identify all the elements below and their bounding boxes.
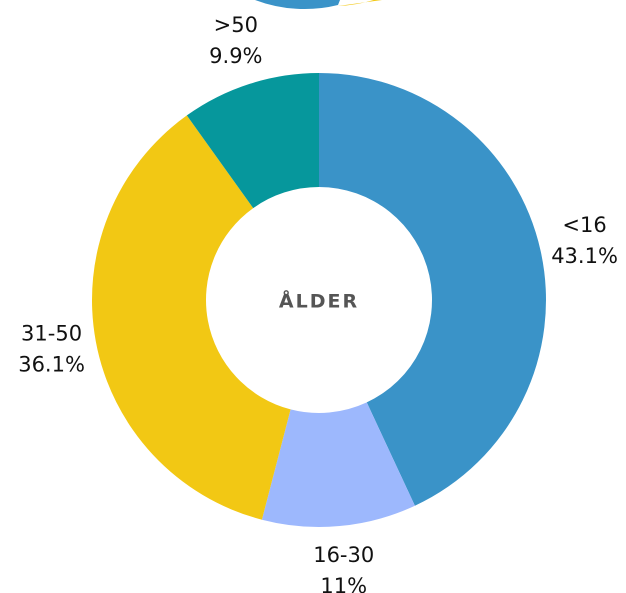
center-label: ÅLDER	[279, 289, 359, 313]
partial-chart-above	[255, 0, 340, 10]
segment-value-label: 36.1%	[18, 353, 85, 377]
partial-chart-above	[338, 0, 382, 6]
donut-segment	[186, 73, 319, 209]
segment-value-label: 9.9%	[209, 44, 262, 68]
segment-label: >50	[214, 13, 258, 37]
segment-value-label: 11%	[320, 574, 367, 593]
donut-segment	[261, 402, 415, 527]
segment-label: 31-50	[21, 322, 82, 346]
segment-value-label: 43.1%	[551, 244, 618, 268]
segment-label: 16-30	[313, 543, 374, 567]
segment-label: <16	[562, 213, 606, 237]
donut-segment	[319, 73, 546, 506]
donut-segment	[92, 115, 291, 520]
